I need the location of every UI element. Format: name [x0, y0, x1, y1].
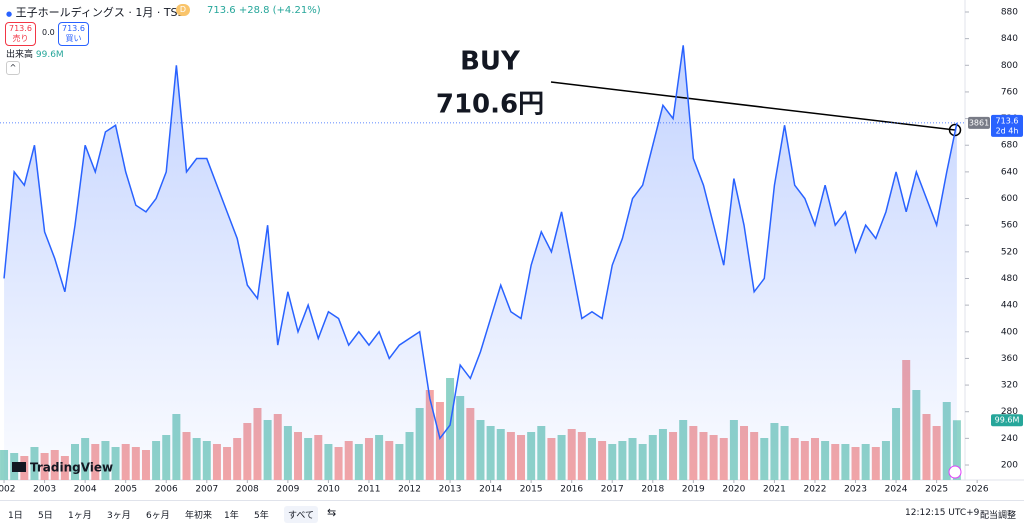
x-tick-label: 2005: [114, 485, 137, 495]
x-tick-label: 2026: [966, 485, 989, 495]
last-price: 713.6: [207, 5, 236, 16]
buy-label: 買い: [65, 34, 82, 43]
y-tick-label: 400: [1001, 327, 1018, 337]
buy-button[interactable]: 713.6 買い: [58, 22, 89, 46]
chart: BUY 710.6円 TradingView 200 240 280 320 360 40…: [0, 0, 1024, 495]
x-tick-label: 2009: [276, 485, 299, 495]
dividend-marker[interactable]: [948, 465, 962, 479]
x-tick-label: 2012: [398, 485, 421, 495]
symbol-name: 王子ホールディングス · 1月 · TSE: [15, 6, 185, 19]
logo: TradingView: [30, 461, 113, 475]
toolbar: 1日 5日 1ヶ月 3ヶ月 6ヶ月 年初来 1年 5年 すべて ⇆ 12:12:15 UTC+9 配当…: [0, 500, 1024, 526]
x-tick-label: 2003: [33, 485, 56, 495]
volume-value: 99.6M: [35, 50, 64, 60]
y-tick-label: 520: [1001, 247, 1018, 257]
y-tick-label: 600: [1001, 194, 1018, 204]
sell-price: 713.6: [9, 24, 32, 33]
logo-icon: [12, 462, 26, 472]
price-line: [3, 45, 958, 441]
range-button[interactable]: 年初来: [185, 511, 213, 521]
annotation-price: 710.6円: [436, 90, 544, 120]
x-tick-label: 2023: [844, 485, 867, 495]
range-button[interactable]: 1年: [224, 511, 239, 521]
dividend-adjust[interactable]: 配当調整: [980, 511, 1017, 521]
quote: 713.6 +28.8 (+4.21%): [207, 5, 321, 16]
price-tag-countdown: 2d 4h: [996, 126, 1019, 135]
y-tick-label: 640: [1001, 167, 1018, 177]
x-tick-label: 2010: [317, 485, 340, 495]
symbol[interactable]: ● 王子ホールディングス · 1月 · TSE: [6, 6, 185, 19]
x-tick-label: 2006: [155, 485, 178, 495]
x-tick-label: 2022: [804, 485, 827, 495]
y-tick-label: 680: [1001, 141, 1018, 151]
y-tick-label: 200: [1001, 461, 1018, 471]
clock: 12:12:15 UTC+9: [905, 508, 980, 518]
y-tick-label: 760: [1001, 87, 1018, 97]
interval-badge: D: [176, 4, 190, 16]
volume-name: 出来高: [6, 50, 34, 60]
x-tick-label: 2007: [195, 485, 218, 495]
y-tick-label: 560: [1001, 221, 1018, 231]
y-tick-label: 480: [1001, 274, 1018, 284]
annotation-title: BUY: [460, 47, 521, 77]
change: +28.8 (+4.21%): [238, 5, 321, 16]
x-tick-label: 2021: [763, 485, 786, 495]
x-tick-label: 2011: [358, 485, 381, 495]
range-button[interactable]: 6ヶ月: [146, 511, 170, 521]
volume-tag-bg: [991, 414, 1023, 427]
trend-line[interactable]: [550, 81, 956, 131]
x-tick-label: 2004: [74, 485, 97, 495]
x-tick-label: 2016: [560, 485, 583, 495]
y-tick-label: 880: [1001, 7, 1018, 17]
y-tick-label: 320: [1001, 381, 1018, 391]
sell-label: 売り: [12, 34, 29, 43]
price-tag-code: 3861: [969, 118, 989, 127]
x-tick-label: 2019: [682, 485, 705, 495]
range-button[interactable]: 1日: [8, 511, 23, 521]
y-tick-label: 840: [1001, 34, 1018, 44]
volume-tag: 99.6M: [995, 416, 1020, 425]
x-tick-label: 2017: [601, 485, 624, 495]
price-tag-code-bg: [968, 116, 990, 129]
x-tick-label: 2015: [520, 485, 543, 495]
price-tag: 713.6: [996, 116, 1019, 125]
y-tick-label: 440: [1001, 301, 1018, 311]
collapse-button[interactable]: ^: [6, 61, 20, 75]
y-tick-label: 360: [1001, 354, 1018, 364]
range-button[interactable]: 5日: [38, 511, 53, 521]
buy-price: 713.6: [62, 24, 85, 33]
range-button[interactable]: 1ヶ月: [68, 511, 92, 521]
x-tick-label: 2025: [925, 485, 948, 495]
price-area: [4, 45, 957, 481]
x-tick-label: 2014: [479, 485, 502, 495]
x-tick-label: 2008: [236, 485, 259, 495]
range-button[interactable]: 3ヶ月: [107, 511, 131, 521]
spread: 0.0: [42, 28, 55, 37]
range-button[interactable]: すべて: [284, 506, 319, 523]
volume-legend: 出来高 99.6M: [6, 47, 64, 60]
x-tick-label: 2013: [439, 485, 462, 495]
y-tick-label: 280: [1001, 407, 1018, 417]
x-tick-label: 2024: [885, 485, 908, 495]
compare-icon[interactable]: ⇆: [327, 506, 337, 519]
y-tick-label: 240: [1001, 434, 1018, 444]
price-tag-bg: [991, 114, 1023, 137]
y-tick-label: 800: [1001, 61, 1018, 71]
x-tick-label: 2018: [641, 485, 664, 495]
sell-button[interactable]: 713.6 売り: [5, 22, 36, 46]
range-button[interactable]: 5年: [254, 511, 269, 521]
x-tick-label: 2020: [722, 485, 745, 495]
